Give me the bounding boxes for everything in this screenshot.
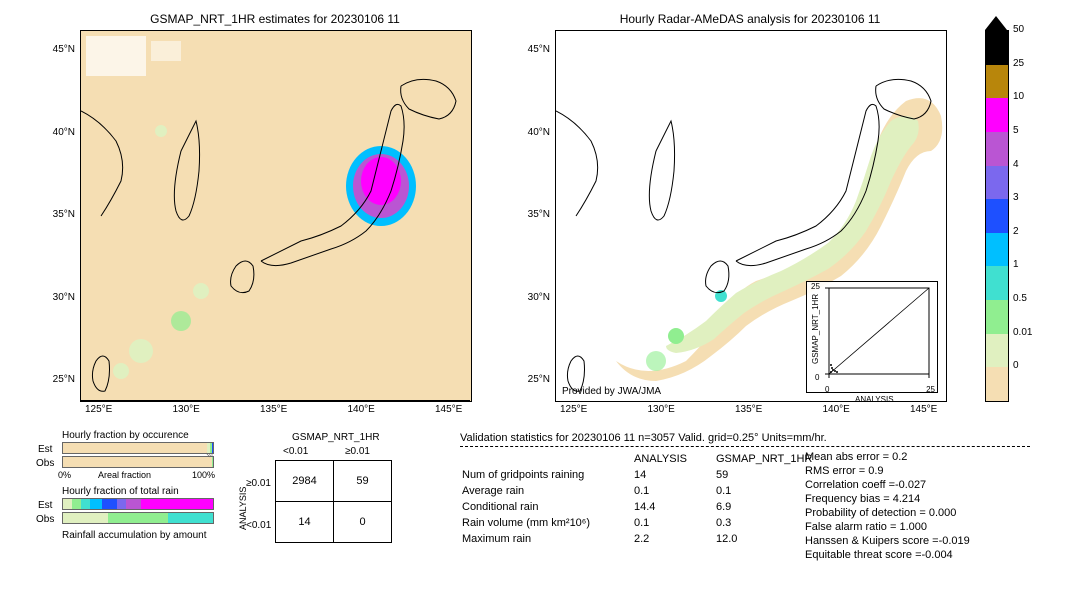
xtick-label: 145°E — [910, 404, 937, 415]
stat-line: RMS error = 0.9 — [805, 464, 970, 478]
cont-col0: <0.01 — [283, 446, 308, 457]
val-row-a: 0.1 — [634, 516, 714, 530]
cbar-label: 25 — [1013, 58, 1024, 69]
cont-00: 2984 — [276, 461, 334, 502]
scatter-ytick1: 25 — [811, 282, 820, 291]
scatter-inset: 0 25 0 25 ANALYSIS GSMAP_NRT_1HR — [806, 281, 938, 393]
cont-row1: <0.01 — [246, 520, 271, 531]
ytick-label: 35°N — [40, 209, 75, 220]
ytick-label: 40°N — [515, 127, 550, 138]
stat-line: Hanssen & Kuipers score =-0.019 — [805, 534, 970, 548]
cbar-label: 1 — [1013, 259, 1019, 270]
figure-container: GSMAP_NRT_1HR estimates for 20230106 11 — [0, 0, 1080, 612]
cbar-label: 3 — [1013, 192, 1019, 203]
contingency-table: 2984 59 14 0 — [275, 460, 392, 543]
val-row-a: 0.1 — [634, 484, 714, 498]
scatter-xtick1: 25 — [926, 385, 935, 394]
ytick-label: 35°N — [515, 209, 550, 220]
bar-tot-obs — [62, 512, 214, 524]
map2-provider: Provided by JWA/JMA — [562, 386, 661, 397]
tot-title: Hourly fraction of total rain — [62, 486, 179, 497]
ytick-label: 45°N — [515, 44, 550, 55]
validation-title: Validation statistics for 20230106 11 n=… — [460, 432, 827, 444]
val-row-label: Num of gridpoints raining — [462, 468, 632, 482]
val-row-label: Maximum rain — [462, 532, 632, 546]
val-row-a: 14 — [634, 468, 714, 482]
stat-line: Mean abs error = 0.2 — [805, 450, 970, 464]
scatter-xlabel: ANALYSIS — [855, 395, 894, 402]
cbar-label: 4 — [1013, 159, 1019, 170]
occ-row-obs: Obs — [36, 458, 54, 469]
val-row-label: Conditional rain — [462, 500, 632, 514]
val-row-a: 14.4 — [634, 500, 714, 514]
validation-right-stats: Mean abs error = 0.2RMS error = 0.9Corre… — [805, 450, 970, 562]
bar-tot-est — [62, 498, 214, 510]
cont-01: 59 — [334, 461, 392, 502]
scatter-ylabel: GSMAP_NRT_1HR — [811, 294, 820, 364]
cont-10: 14 — [276, 502, 334, 543]
cbar-label: 0.5 — [1013, 293, 1027, 304]
bar-occ-est — [62, 442, 214, 454]
xtick-label: 135°E — [260, 404, 287, 415]
tot-row-est: Est — [38, 500, 52, 511]
occ-xlabel: Areal fraction — [98, 470, 151, 480]
map1-title: GSMAP_NRT_1HR estimates for 20230106 11 — [80, 12, 470, 26]
cbar-label: 50 — [1013, 24, 1024, 35]
xtick-label: 140°E — [823, 404, 850, 415]
scatter-ytick0: 0 — [815, 373, 819, 382]
val-row-a: 2.2 — [634, 532, 714, 546]
val-col-a: ANALYSIS — [634, 452, 714, 466]
xtick-label: 130°E — [648, 404, 675, 415]
cont-row0: ≥0.01 — [246, 478, 271, 489]
val-row-label: Average rain — [462, 484, 632, 498]
ytick-label: 25°N — [40, 374, 75, 385]
cbar-label: 0 — [1013, 360, 1019, 371]
cbar-label: 5 — [1013, 125, 1019, 136]
bar-occ-obs — [62, 456, 214, 468]
cbar-label: 2 — [1013, 226, 1019, 237]
map1-panel — [80, 30, 472, 402]
ytick-label: 40°N — [40, 127, 75, 138]
stat-line: False alarm ratio = 1.000 — [805, 520, 970, 534]
xtick-label: 125°E — [85, 404, 112, 415]
xtick-label: 135°E — [735, 404, 762, 415]
map1-svg — [81, 31, 471, 401]
stat-line: Probability of detection = 0.000 — [805, 506, 970, 520]
map2-title: Hourly Radar-AMeDAS analysis for 2023010… — [555, 12, 945, 26]
xtick-label: 130°E — [173, 404, 200, 415]
cont-col1: ≥0.01 — [345, 446, 370, 457]
stat-line: Correlation coeff =-0.027 — [805, 478, 970, 492]
cbar-label: 0.01 — [1013, 327, 1032, 338]
tot-row-obs: Obs — [36, 514, 54, 525]
occ-xmax: 100% — [192, 470, 215, 480]
occ-xmin: 0% — [58, 470, 71, 480]
occ-row-est: Est — [38, 444, 52, 455]
stat-line: Equitable threat score =-0.004 — [805, 548, 970, 562]
occ-title: Hourly fraction by occurence — [62, 430, 189, 441]
ytick-label: 30°N — [40, 292, 75, 303]
val-row-label: Rain volume (mm km²10⁶) — [462, 516, 632, 530]
cbar-label: 10 — [1013, 91, 1024, 102]
cont-col-header: GSMAP_NRT_1HR — [292, 432, 380, 443]
validation-divider — [460, 446, 1030, 447]
validation-table: ANALYSIS GSMAP_NRT_1HR Num of gridpoints… — [460, 450, 824, 548]
colorbar: 502510543210.50.010 — [985, 30, 1007, 400]
ytick-label: 30°N — [515, 292, 550, 303]
scatter-xtick0: 0 — [825, 385, 829, 394]
cont-11: 0 — [334, 502, 392, 543]
stat-line: Frequency bias = 4.214 — [805, 492, 970, 506]
xtick-label: 140°E — [348, 404, 375, 415]
xtick-label: 145°E — [435, 404, 462, 415]
accum-title: Rainfall accumulation by amount — [62, 530, 207, 541]
map2-panel: Provided by JWA/JMA 0 25 0 — [555, 30, 947, 402]
ytick-label: 25°N — [515, 374, 550, 385]
ytick-label: 45°N — [40, 44, 75, 55]
xtick-label: 125°E — [560, 404, 587, 415]
